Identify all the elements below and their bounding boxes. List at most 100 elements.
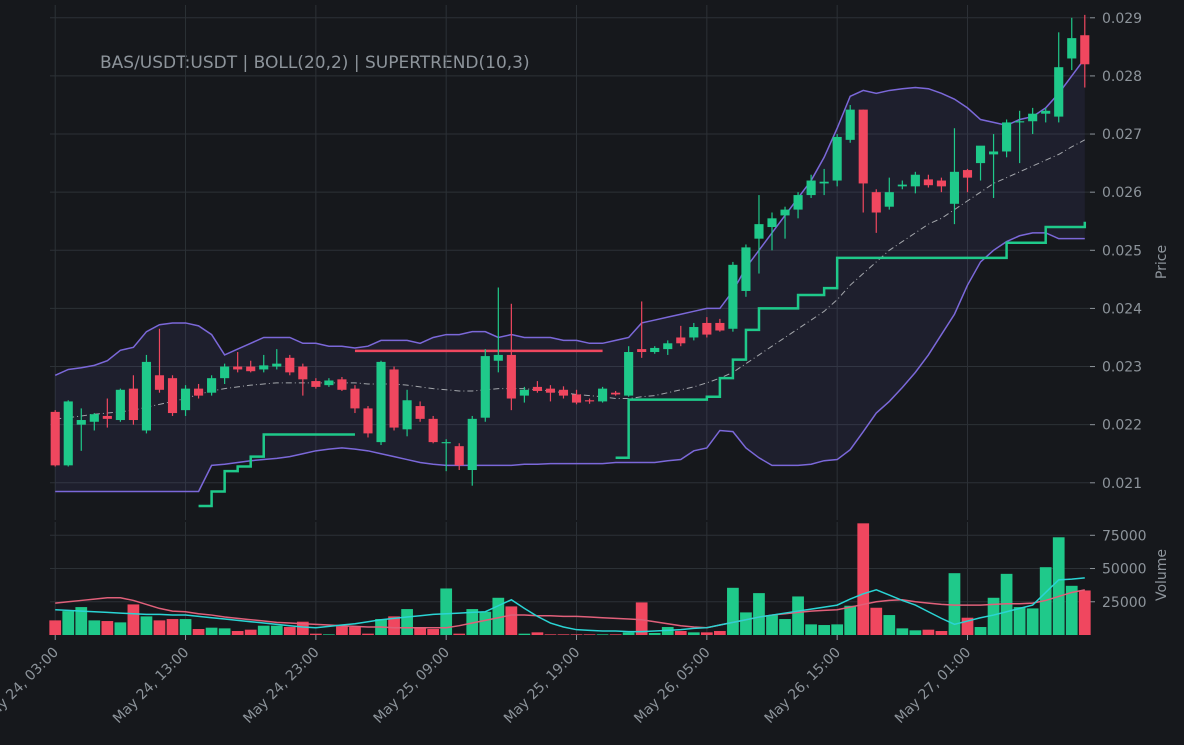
bollinger-line bbox=[55, 139, 1086, 420]
candle-body bbox=[702, 322, 712, 335]
volume-bar bbox=[492, 597, 505, 635]
volume-bar bbox=[218, 628, 231, 635]
y-tick-label: 25000 bbox=[1102, 595, 1147, 611]
volume-bar bbox=[336, 626, 348, 635]
volume-bar bbox=[766, 615, 778, 635]
candle-body bbox=[767, 218, 777, 228]
candle-body bbox=[233, 366, 243, 370]
candle-body bbox=[832, 136, 842, 181]
volume-bar bbox=[283, 627, 296, 635]
volume-bar bbox=[310, 633, 322, 635]
x-tick-label: May 24, 23:00 bbox=[240, 645, 322, 727]
volume-bar bbox=[140, 616, 153, 635]
y-tick-label: 75000 bbox=[1102, 528, 1147, 544]
volume-bar bbox=[349, 627, 361, 635]
volume-bar bbox=[844, 605, 857, 635]
candle-body bbox=[115, 389, 125, 421]
volume-bar bbox=[570, 634, 583, 635]
candle-body bbox=[180, 388, 191, 411]
candle-body bbox=[754, 224, 764, 239]
candle-body bbox=[1054, 67, 1064, 117]
candle-body bbox=[532, 386, 542, 391]
volume-ma-line bbox=[55, 577, 1085, 633]
candle-body bbox=[194, 388, 204, 396]
x-tick-label: May 25, 19:00 bbox=[501, 645, 583, 727]
volume-bar bbox=[974, 627, 987, 635]
x-tick-label: May 24, 13:00 bbox=[110, 645, 192, 727]
candle-body bbox=[220, 366, 230, 379]
candle-body bbox=[63, 401, 73, 466]
volume-bar bbox=[323, 634, 335, 635]
x-tick-label: May 25, 09:00 bbox=[371, 645, 453, 727]
volume-ma-line bbox=[55, 589, 1085, 629]
candle-body bbox=[806, 180, 816, 196]
volume-bar bbox=[1013, 607, 1026, 635]
candle-body bbox=[415, 406, 425, 419]
volume-bar bbox=[505, 606, 518, 635]
candle-body bbox=[949, 171, 960, 204]
x-tick-label: May 26, 15:00 bbox=[762, 645, 844, 727]
supertrend-line bbox=[198, 221, 1087, 508]
volume-bar bbox=[596, 634, 609, 635]
volume-bar bbox=[166, 619, 179, 635]
candle-body bbox=[167, 378, 178, 414]
volume-bar bbox=[88, 620, 101, 635]
volume-bar bbox=[114, 622, 127, 635]
volume-bar bbox=[544, 634, 557, 635]
chart-title: BAS/USDT:USDT | BOLL(20,2) | SUPERTREND(… bbox=[100, 53, 530, 73]
candle-body bbox=[1080, 35, 1090, 65]
volume-bar bbox=[296, 621, 309, 635]
volume-bar bbox=[179, 619, 192, 635]
volume-bar bbox=[414, 627, 426, 635]
volume-bar bbox=[909, 630, 922, 635]
volume-bar bbox=[779, 619, 791, 635]
candle-body bbox=[988, 151, 999, 155]
candle-body bbox=[480, 356, 490, 418]
volume-bar bbox=[205, 627, 218, 635]
candle-body bbox=[428, 418, 438, 443]
volume-bar bbox=[961, 617, 974, 635]
candle-body bbox=[259, 365, 269, 370]
candle-body bbox=[571, 394, 582, 403]
candle-body bbox=[389, 369, 399, 428]
volume-bar bbox=[948, 573, 961, 635]
volume-bar bbox=[648, 633, 661, 635]
candle-body bbox=[519, 389, 529, 396]
candle-body bbox=[584, 400, 595, 402]
x-tick-label: May 26, 05:00 bbox=[631, 645, 713, 727]
volume-bar bbox=[362, 633, 374, 635]
candle-body bbox=[663, 343, 673, 350]
volume-bar bbox=[674, 631, 687, 635]
band-fill bbox=[55, 58, 1085, 492]
candle-body bbox=[207, 378, 217, 393]
candle-body bbox=[272, 363, 282, 367]
candle-body bbox=[676, 337, 686, 344]
candle-body bbox=[128, 388, 138, 421]
volume-bar bbox=[257, 625, 270, 635]
candle-body bbox=[689, 327, 699, 338]
volume-bar bbox=[740, 612, 752, 635]
volume-bar bbox=[635, 602, 648, 635]
volume-bar bbox=[1052, 537, 1065, 635]
candle-body bbox=[962, 170, 973, 178]
candle-body bbox=[975, 145, 986, 164]
candle-body bbox=[376, 361, 386, 443]
volume-bar bbox=[479, 611, 492, 635]
candle-body bbox=[741, 247, 751, 291]
candle-body bbox=[923, 179, 933, 186]
volume-bar bbox=[1078, 590, 1091, 635]
volume-bar bbox=[153, 620, 166, 635]
candle-body bbox=[1028, 113, 1038, 122]
candle-body bbox=[558, 389, 569, 396]
volume-bar bbox=[687, 632, 700, 635]
candle-body bbox=[1067, 38, 1077, 59]
candle-body bbox=[858, 109, 868, 184]
volume-bar bbox=[62, 611, 75, 635]
candle-body bbox=[311, 381, 321, 387]
candle-body bbox=[598, 388, 608, 402]
x-tick-label: May 24, 03:00 bbox=[0, 645, 62, 727]
bollinger-line bbox=[55, 232, 1085, 493]
candle-body bbox=[454, 446, 464, 466]
candle-body bbox=[1015, 121, 1025, 123]
